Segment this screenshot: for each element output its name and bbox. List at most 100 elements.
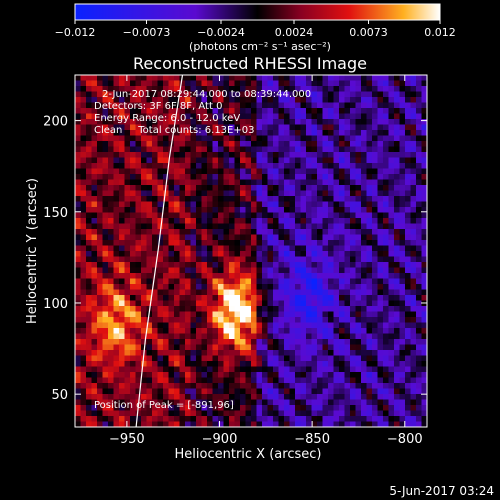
heatmap-cell (262, 102, 268, 109)
heatmap-cell (273, 185, 279, 191)
heatmap-cell (108, 102, 114, 109)
heatmap-cell (163, 355, 169, 362)
heatmap-cell (256, 245, 263, 252)
heatmap-cell (251, 421, 257, 427)
heatmap-cell (372, 388, 378, 395)
heatmap-cell (97, 273, 103, 279)
heatmap-cell (75, 311, 81, 318)
heatmap-cell (218, 377, 224, 384)
heatmap-cell (295, 256, 301, 263)
heatmap-cell (229, 317, 235, 323)
heatmap-cell (196, 295, 202, 301)
heatmap-cell (141, 410, 147, 417)
heatmap-cell (218, 339, 224, 345)
heatmap-cell (256, 157, 263, 164)
heatmap-cell (273, 102, 279, 109)
heatmap-cell (394, 185, 400, 191)
heatmap-cell (102, 383, 109, 389)
heatmap-cell (157, 157, 164, 164)
heatmap-cell (405, 190, 411, 197)
heatmap-cell (372, 190, 378, 197)
heatmap-cell (212, 278, 219, 285)
heatmap-cell (289, 179, 296, 186)
heatmap-cell (421, 207, 427, 213)
heatmap-cell (212, 141, 219, 147)
heatmap-cell (152, 410, 158, 417)
heatmap-cell (75, 377, 81, 384)
heatmap-cell (388, 339, 395, 345)
heatmap-cell (262, 86, 268, 92)
heatmap-cell (163, 146, 169, 153)
heatmap-cell (179, 108, 186, 114)
heatmap-cell (190, 372, 197, 378)
heatmap-cell (135, 361, 142, 367)
heatmap-cell (405, 179, 411, 186)
heatmap-cell (196, 91, 202, 98)
heatmap-cell (383, 163, 389, 169)
heatmap-cell (405, 333, 411, 340)
heatmap-cell (366, 157, 373, 164)
heatmap-cell (383, 410, 389, 417)
heatmap-cell (339, 119, 345, 125)
heatmap-cell (157, 80, 164, 87)
heatmap-cell (372, 86, 378, 92)
heatmap-cell (141, 152, 147, 158)
heatmap-cell (80, 179, 87, 186)
heatmap-cell (394, 267, 400, 274)
heatmap-cell (108, 350, 114, 356)
heatmap-cell (421, 86, 427, 92)
heatmap-cell (322, 97, 329, 103)
heatmap-cell (388, 168, 395, 175)
heatmap-cell (267, 141, 274, 147)
heatmap-cell (108, 201, 114, 208)
heatmap-cell (399, 262, 406, 268)
heatmap-cell (339, 273, 345, 279)
heatmap-cell (141, 322, 147, 329)
heatmap-cell (416, 163, 422, 169)
heatmap-cell (295, 201, 301, 208)
heatmap-cell (350, 86, 356, 92)
heatmap-cell (284, 317, 290, 323)
heatmap-cell (410, 86, 417, 92)
heatmap-cell (234, 278, 241, 285)
heatmap-cell (372, 234, 378, 241)
heatmap-cell (190, 97, 197, 103)
heatmap-cell (207, 366, 213, 373)
heatmap-cell (196, 262, 202, 268)
heatmap-cell (262, 234, 268, 241)
heatmap-cell (344, 300, 351, 307)
heatmap-cell (119, 311, 125, 318)
heatmap-cell (295, 366, 301, 373)
heatmap-cell (322, 234, 329, 241)
heatmap-cell (229, 86, 235, 92)
heatmap-cell (119, 196, 125, 202)
heatmap-cell (361, 75, 367, 81)
heatmap-cell (377, 388, 384, 395)
heatmap-cell (212, 80, 219, 87)
heatmap-cell (289, 86, 296, 92)
heatmap-cell (322, 135, 329, 142)
heatmap-cell (91, 256, 98, 263)
heatmap-cell (262, 372, 268, 378)
heatmap-cell (372, 328, 378, 334)
heatmap-cell (245, 234, 252, 241)
heatmap-cell (212, 300, 219, 307)
heatmap-cell (163, 361, 169, 367)
heatmap-cell (311, 190, 318, 197)
heatmap-cell (124, 234, 131, 241)
heatmap-cell (207, 97, 213, 103)
heatmap-cell (174, 218, 180, 224)
heatmap-cell (146, 256, 153, 263)
heatmap-cell (278, 196, 285, 202)
heatmap-cell (174, 229, 180, 235)
heatmap-cell (168, 267, 175, 274)
heatmap-cell (405, 355, 411, 362)
heatmap-cell (152, 179, 158, 186)
heatmap-cell (91, 410, 98, 417)
heatmap-cell (289, 344, 296, 351)
heatmap-cell (289, 124, 296, 131)
heatmap-cell (157, 295, 164, 301)
heatmap-cell (185, 339, 191, 345)
heatmap-cell (344, 322, 351, 329)
heatmap-cell (201, 218, 208, 224)
